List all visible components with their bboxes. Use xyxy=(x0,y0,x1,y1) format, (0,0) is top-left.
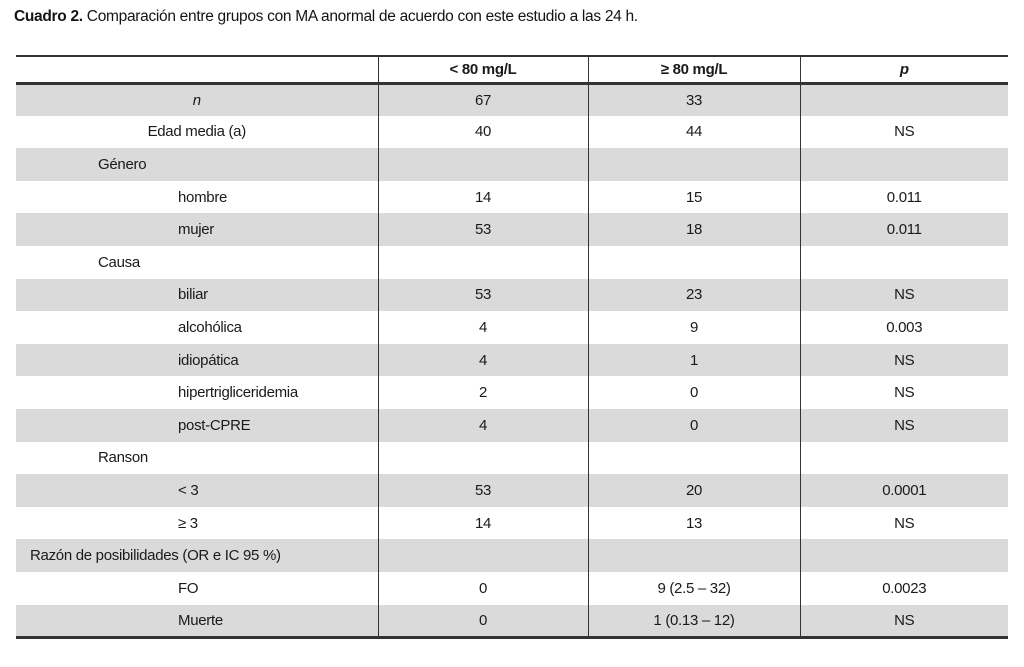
row-label: Género xyxy=(16,148,378,181)
row-value: 44 xyxy=(587,115,800,149)
column-header-2: ≥ 80 mg/L xyxy=(587,56,800,85)
row-value xyxy=(799,245,1008,279)
table-row: ≥ 3 14 13 NS xyxy=(16,506,1008,540)
row-value: 1 (0.13 – 12) xyxy=(587,604,800,638)
row-value xyxy=(799,539,1008,572)
row-value: 23 xyxy=(587,278,800,312)
table-row: Edad media (a) 40 44 NS xyxy=(16,115,1008,149)
column-header-label xyxy=(16,56,378,85)
table-row: n 67 33 xyxy=(16,83,1008,116)
row-label: Ranson xyxy=(98,449,148,467)
table-row: hipertrigliceridemia 2 0 NS xyxy=(16,376,1008,409)
row-value: 4 xyxy=(377,311,588,344)
row-label: hombre xyxy=(178,188,228,206)
row-value xyxy=(587,148,800,181)
row-value xyxy=(587,539,800,572)
table-body: n 67 33 Edad media (a) 40 44 NS Género hombre 14 1… xyxy=(16,83,1008,638)
row-value: 53 xyxy=(377,474,588,507)
table-caption-text: Comparación entre grupos con MA anormal … xyxy=(86,8,638,25)
table-row: mujer 53 18 0.011 xyxy=(16,213,1008,246)
table-row: Causa xyxy=(16,245,1008,279)
row-value: 14 xyxy=(377,180,588,214)
row-value: NS xyxy=(799,343,1008,377)
row-label: FO xyxy=(178,579,199,597)
row-value: 13 xyxy=(587,506,800,540)
table-row: < 3 53 20 0.0001 xyxy=(16,474,1008,507)
table-row: biliar 53 23 NS xyxy=(16,278,1008,312)
row-value: NS xyxy=(799,408,1008,442)
row-value: 0.011 xyxy=(799,213,1008,246)
table-caption: Cuadro 2. Comparación entre grupos con MA… xyxy=(14,8,638,26)
row-value: 15 xyxy=(587,180,800,214)
column-header-3: p xyxy=(799,56,1008,85)
row-value xyxy=(587,441,800,475)
table-row: Razón de posibilidades (OR e IC 95 %) xyxy=(16,539,1008,572)
row-value: 14 xyxy=(377,506,588,540)
row-label: post-CPRE xyxy=(16,408,378,442)
row-value: 9 xyxy=(587,311,800,344)
row-value xyxy=(799,148,1008,181)
row-label: mujer xyxy=(16,213,378,246)
row-label: alcohólica xyxy=(178,318,242,336)
row-value: NS xyxy=(799,376,1008,409)
row-label: Edad media (a) xyxy=(147,123,247,141)
row-value: 0.003 xyxy=(799,311,1008,344)
row-label: biliar xyxy=(16,278,378,312)
row-value: 33 xyxy=(587,83,800,116)
row-value xyxy=(799,83,1008,116)
row-value: 0.0001 xyxy=(799,474,1008,507)
table-row: alcohólica 4 9 0.003 xyxy=(16,311,1008,344)
row-value: 0 xyxy=(587,376,800,409)
row-value: 20 xyxy=(587,474,800,507)
table-row: FO 0 9 (2.5 – 32) 0.0023 xyxy=(16,571,1008,605)
table-row: Género xyxy=(16,148,1008,181)
row-label: Muerte xyxy=(16,604,378,638)
row-value xyxy=(799,441,1008,475)
table-caption-number: Cuadro 2. xyxy=(14,8,83,25)
table-row: Muerte 0 1 (0.13 – 12) NS xyxy=(16,604,1008,638)
row-value: NS xyxy=(799,506,1008,540)
table-row: idiopática 4 1 NS xyxy=(16,343,1008,377)
row-value: NS xyxy=(799,115,1008,149)
row-value: 0.011 xyxy=(799,180,1008,214)
row-label: idiopática xyxy=(16,343,378,377)
row-label: Razón de posibilidades (OR e IC 95 %) xyxy=(16,539,378,572)
column-header-1: < 80 mg/L xyxy=(377,56,588,85)
table-row: hombre 14 15 0.011 xyxy=(16,180,1008,214)
row-value: 2 xyxy=(377,376,588,409)
row-label: hipertrigliceridemia xyxy=(178,384,298,402)
row-value: NS xyxy=(799,278,1008,312)
row-value: 0 xyxy=(377,571,588,605)
row-value: 53 xyxy=(377,213,588,246)
row-label: ≥ 3 xyxy=(178,514,198,532)
table-row: Ranson xyxy=(16,441,1008,475)
table-row: post-CPRE 4 0 NS xyxy=(16,408,1008,442)
row-value: 1 xyxy=(587,343,800,377)
row-value: NS xyxy=(799,604,1008,638)
header-row: < 80 mg/L ≥ 80 mg/L p xyxy=(16,56,1008,85)
row-value: 67 xyxy=(377,83,588,116)
row-label: < 3 xyxy=(16,474,378,507)
row-value xyxy=(377,441,588,475)
row-value: 40 xyxy=(377,115,588,149)
row-value: 0 xyxy=(377,604,588,638)
row-value xyxy=(377,245,588,279)
row-value: 4 xyxy=(377,408,588,442)
row-value: 0 xyxy=(587,408,800,442)
row-value: 4 xyxy=(377,343,588,377)
row-label: Causa xyxy=(98,253,140,271)
row-value: 18 xyxy=(587,213,800,246)
table-header: < 80 mg/L ≥ 80 mg/L p xyxy=(16,56,1008,85)
comparison-table: < 80 mg/L ≥ 80 mg/L p n 67 33 Edad media (a) 4… xyxy=(16,55,1008,639)
row-value xyxy=(587,245,800,279)
row-value: 9 (2.5 – 32) xyxy=(587,571,800,605)
row-value xyxy=(377,539,588,572)
row-value: 53 xyxy=(377,278,588,312)
row-label: n xyxy=(16,83,378,116)
row-value xyxy=(377,148,588,181)
row-value: 0.0023 xyxy=(799,571,1008,605)
